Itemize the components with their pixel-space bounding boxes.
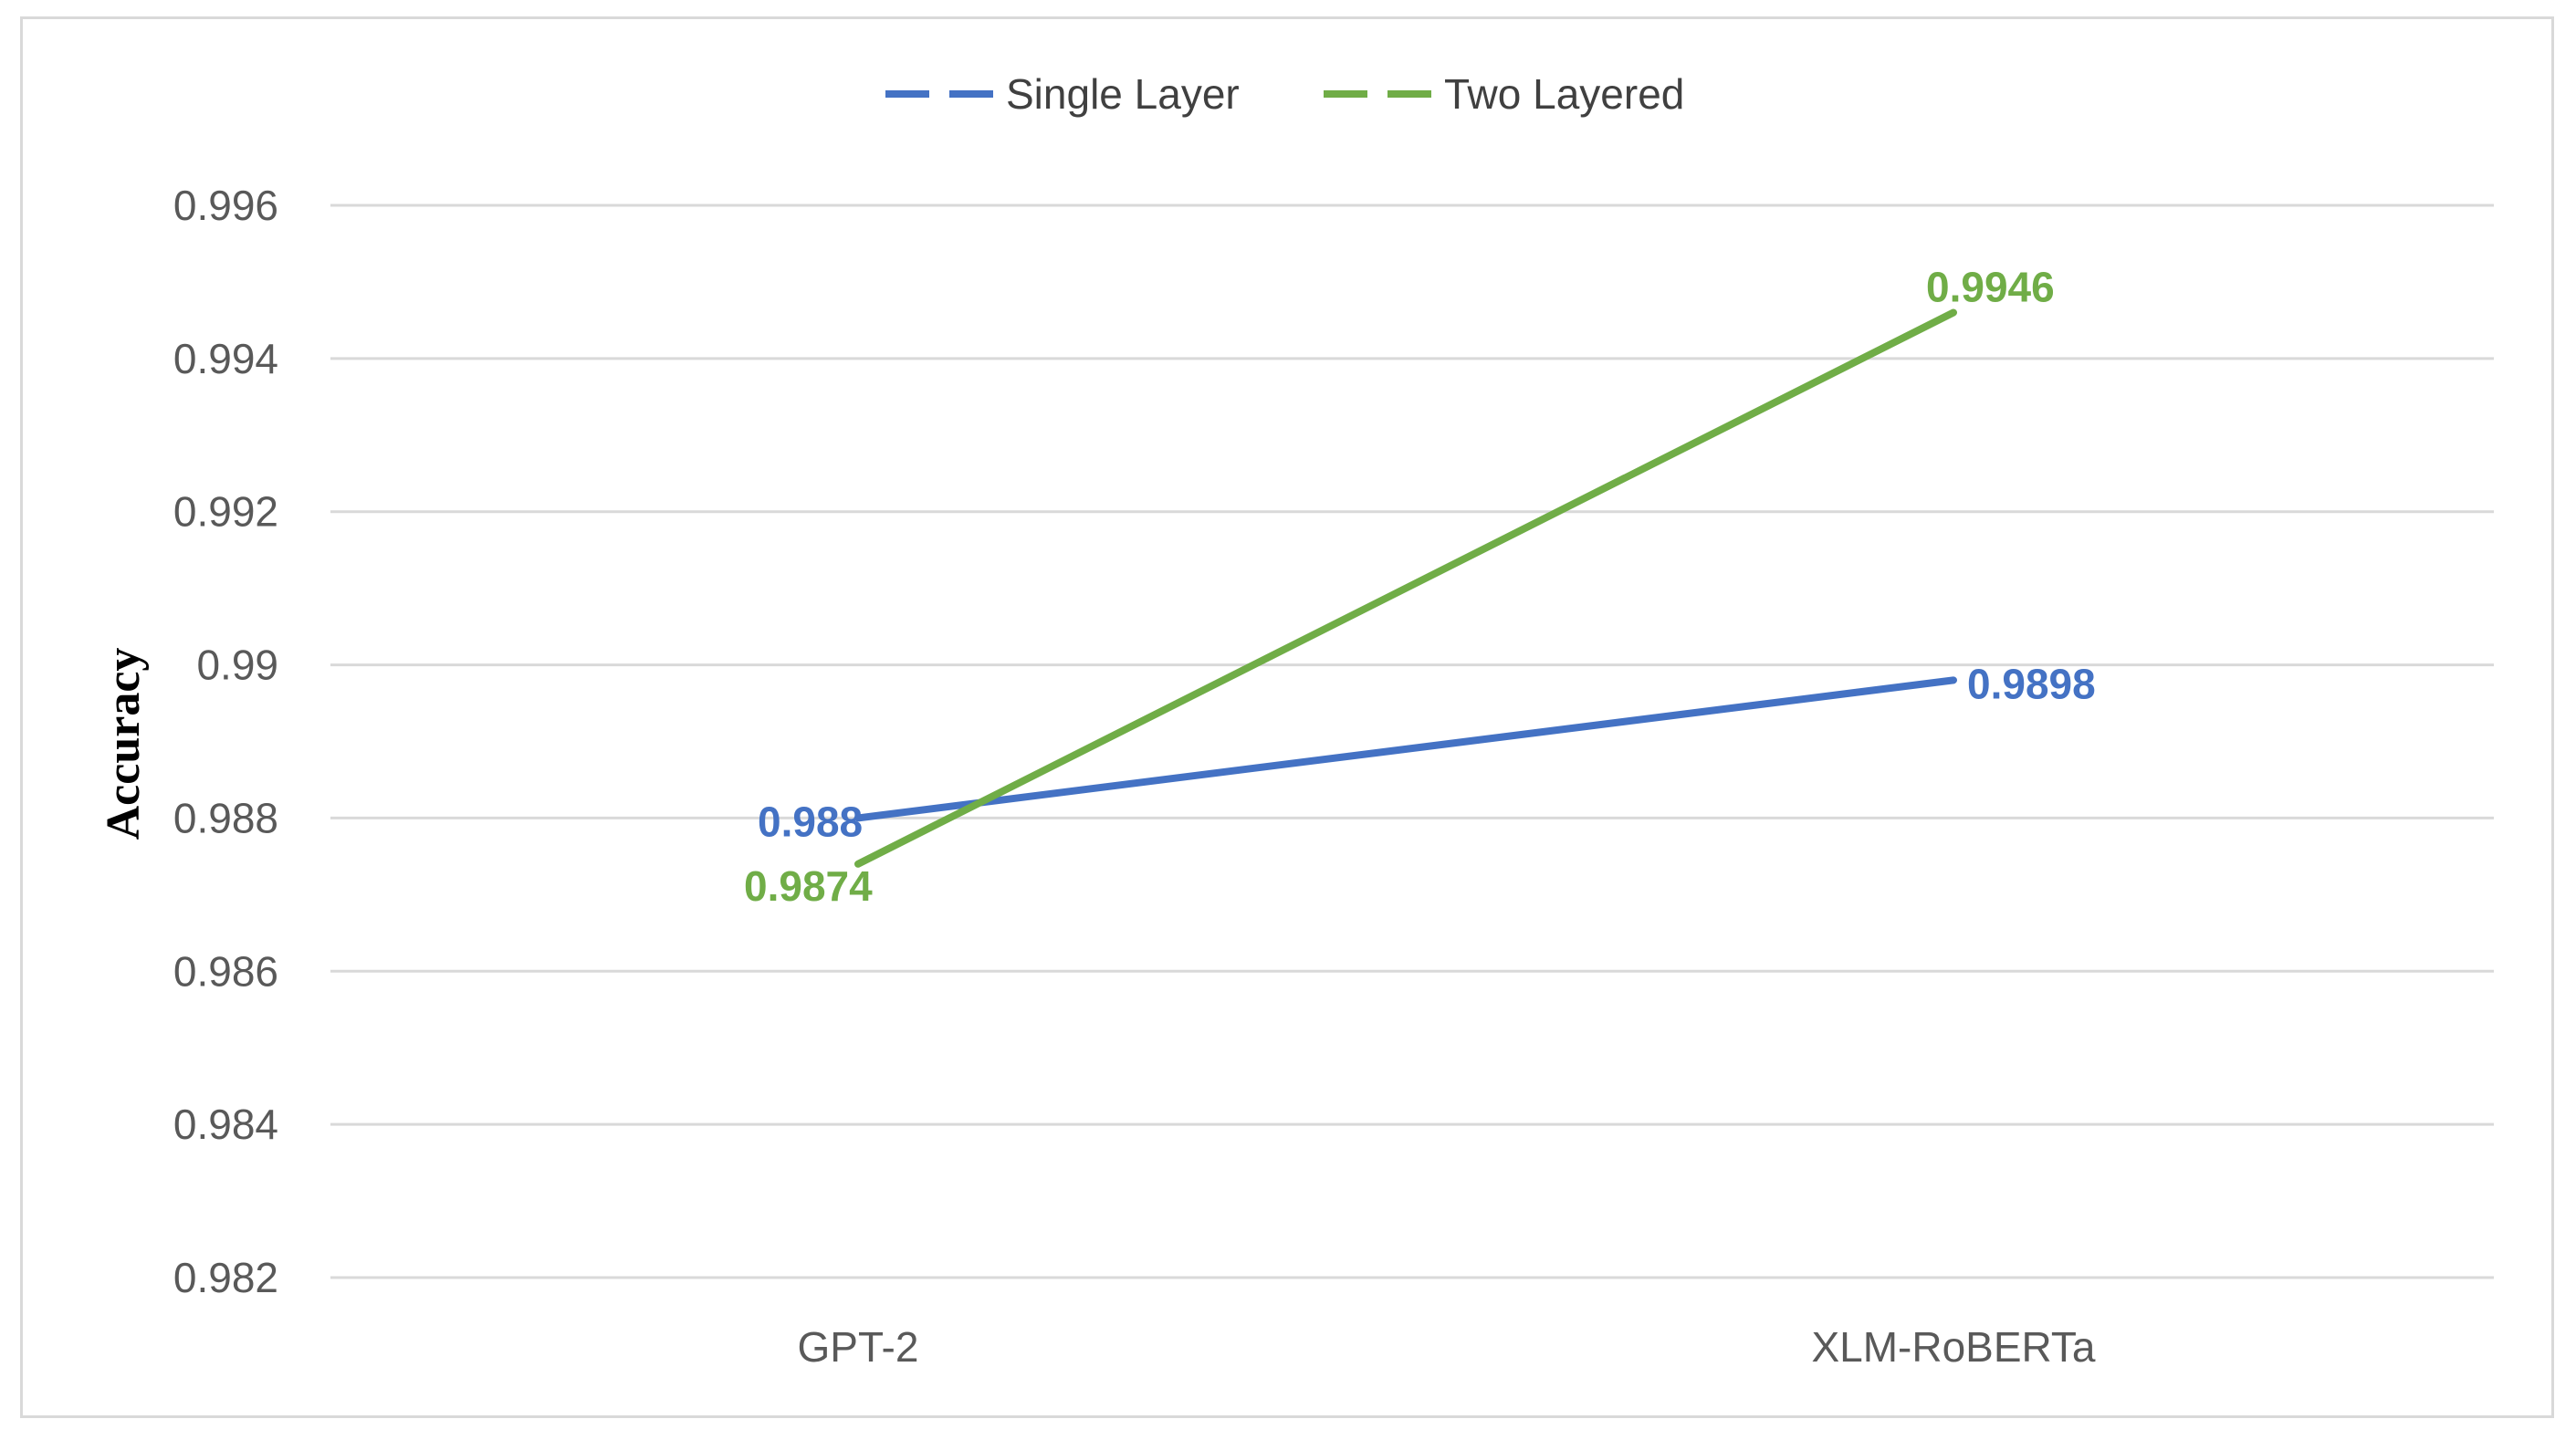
y-tick-labels: 0.982 0.984 0.986 0.988 0.99 0.992 0.994 0.996 <box>173 182 278 1301</box>
y-tick-label: 0.986 <box>173 947 278 995</box>
series-lines <box>854 308 1957 868</box>
y-tick-label: 0.992 <box>173 488 278 536</box>
y-tick-label: 0.988 <box>173 794 278 841</box>
data-label: 0.9946 <box>1926 264 2055 311</box>
legend-label: Single Layer <box>1006 70 1240 118</box>
y-tick-label: 0.984 <box>173 1101 278 1148</box>
data-label: 0.9898 <box>1967 660 2096 707</box>
series-line <box>854 676 1957 822</box>
data-label: 0.988 <box>758 798 863 845</box>
data-label: 0.9874 <box>744 862 873 910</box>
legend-label: Two Layered <box>1444 70 1684 118</box>
x-tick-labels: GPT-2 XLM-RoBERTa <box>798 1323 2096 1371</box>
gridlines <box>330 203 2494 1279</box>
y-tick-label: 0.996 <box>173 182 278 229</box>
x-tick-label: XLM-RoBERTa <box>1811 1323 2095 1371</box>
y-axis-label: Accuracy <box>98 648 150 840</box>
y-tick-label: 0.99 <box>196 642 278 689</box>
chart-frame <box>20 16 2554 1418</box>
series-line <box>854 308 1957 868</box>
data-labels: 0.988 0.9898 0.9874 0.9946 <box>744 264 2096 910</box>
y-tick-label: 0.982 <box>173 1254 278 1301</box>
legend: Single Layer Two Layered <box>885 70 1684 118</box>
y-tick-label: 0.994 <box>173 335 278 382</box>
x-tick-label: GPT-2 <box>798 1323 919 1371</box>
